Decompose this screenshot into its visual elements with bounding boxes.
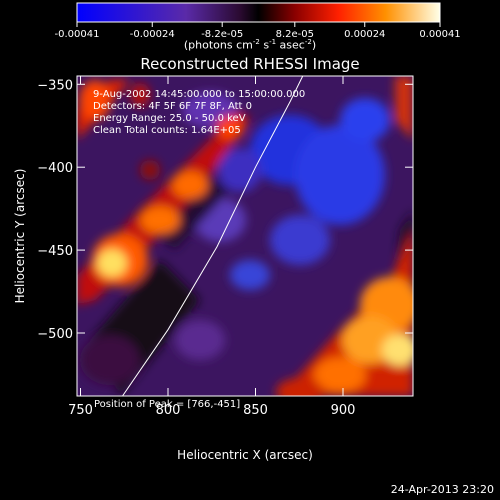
y-axis: −350 −400 −450 −500 bbox=[37, 78, 413, 342]
x-tick-label-0: 750 bbox=[68, 403, 93, 418]
y-tick-label-3: −500 bbox=[37, 327, 73, 342]
x-axis: 750 800 850 900 bbox=[68, 76, 355, 418]
unit-part-4: asec bbox=[276, 38, 305, 52]
plot-frame bbox=[76, 75, 414, 397]
unit-part-5: -2 bbox=[304, 38, 312, 46]
unit-part-1: -2 bbox=[252, 38, 260, 46]
colorbar-tick-label-0: -0.00041 bbox=[55, 29, 100, 40]
annotation-energy: Energy Range: 25.0 - 50.0 keV bbox=[93, 113, 246, 124]
solar-limb-curve bbox=[122, 75, 304, 397]
heatmap-image bbox=[77, 76, 413, 396]
colorbar-tick-label-4: 0.00024 bbox=[344, 29, 385, 40]
y-tick-label-0: −350 bbox=[37, 78, 73, 93]
unit-part-0: (photons cm bbox=[183, 38, 253, 52]
x-tick-label-3: 900 bbox=[331, 403, 356, 418]
colorbar-tick-label-2: -8.2e-05 bbox=[201, 29, 243, 40]
x-tick-label-2: 850 bbox=[243, 403, 268, 418]
annotation-counts: Clean Total counts: 1.64E+05 bbox=[93, 125, 241, 136]
annotation-time: 9-Aug-2002 14:45:00.000 to 15:00:00.000 bbox=[93, 89, 305, 100]
chart-title: Reconstructed RHESSI Image bbox=[140, 55, 359, 73]
colorbar-unit-label: (photons cm-2 s-1 asec-2) bbox=[0, 38, 500, 52]
colorbar-ticks: -0.00041 -0.00024 -8.2e-05 8.2e-05 0.00024 0.… bbox=[55, 22, 461, 40]
colorbar bbox=[76, 2, 441, 23]
colorbar-tick-label-5: 0.00041 bbox=[419, 29, 460, 40]
annotation-detectors: Detectors: 4F 5F 6F 7F 8F, Att 0 bbox=[93, 101, 252, 112]
y-tick-label-2: −450 bbox=[37, 244, 73, 259]
colorbar-tick-label-1: -0.00024 bbox=[130, 29, 175, 40]
y-axis-label: Heliocentric Y (arcsec) bbox=[13, 169, 27, 304]
unit-part-2: s bbox=[259, 38, 270, 52]
timestamp-footer: 24-Apr-2013 23:20 bbox=[390, 483, 494, 496]
y-tick-label-1: −400 bbox=[37, 161, 73, 176]
x-tick-label-1: 800 bbox=[156, 403, 181, 418]
annotation-peak: Position of Peak = [766,-451] bbox=[94, 399, 240, 410]
unit-part-6: ) bbox=[311, 38, 317, 52]
annotation-block: 9-Aug-2002 14:45:00.000 to 15:00:00.000 … bbox=[93, 89, 305, 410]
colorbar-tick-label-3: 8.2e-05 bbox=[276, 29, 314, 40]
x-axis-label: Heliocentric X (arcsec) bbox=[177, 448, 313, 462]
unit-part-3: -1 bbox=[269, 38, 277, 46]
